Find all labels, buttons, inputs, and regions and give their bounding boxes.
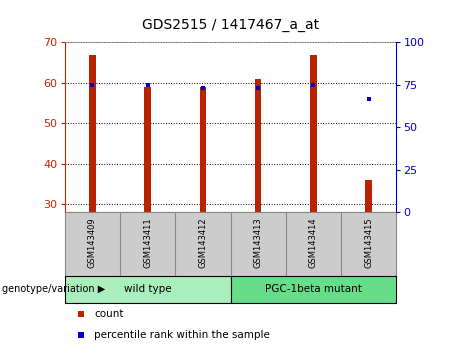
Bar <box>65 276 230 303</box>
Text: count: count <box>95 309 124 319</box>
Text: GSM143413: GSM143413 <box>254 217 263 268</box>
Bar <box>200 87 206 212</box>
Text: percentile rank within the sample: percentile rank within the sample <box>95 330 270 340</box>
Text: wild type: wild type <box>124 284 171 295</box>
Text: PGC-1beta mutant: PGC-1beta mutant <box>265 284 362 295</box>
Point <box>199 86 207 91</box>
Bar <box>310 55 317 212</box>
Bar <box>366 180 372 212</box>
Text: GSM143415: GSM143415 <box>364 217 373 268</box>
Point <box>310 82 317 88</box>
Text: genotype/variation ▶: genotype/variation ▶ <box>2 284 106 295</box>
Point <box>254 86 262 91</box>
Bar <box>144 87 151 212</box>
Point <box>378 263 385 269</box>
Text: GSM143412: GSM143412 <box>198 217 207 268</box>
Text: GSM143409: GSM143409 <box>88 217 97 268</box>
Point <box>144 82 151 88</box>
Bar <box>89 55 95 212</box>
Text: GSM143411: GSM143411 <box>143 217 152 268</box>
Point <box>89 82 96 88</box>
Point <box>365 96 372 101</box>
Bar <box>255 79 261 212</box>
Point <box>378 70 385 76</box>
Text: GDS2515 / 1417467_a_at: GDS2515 / 1417467_a_at <box>142 18 319 32</box>
Text: GSM143414: GSM143414 <box>309 217 318 268</box>
Bar <box>230 276 396 303</box>
